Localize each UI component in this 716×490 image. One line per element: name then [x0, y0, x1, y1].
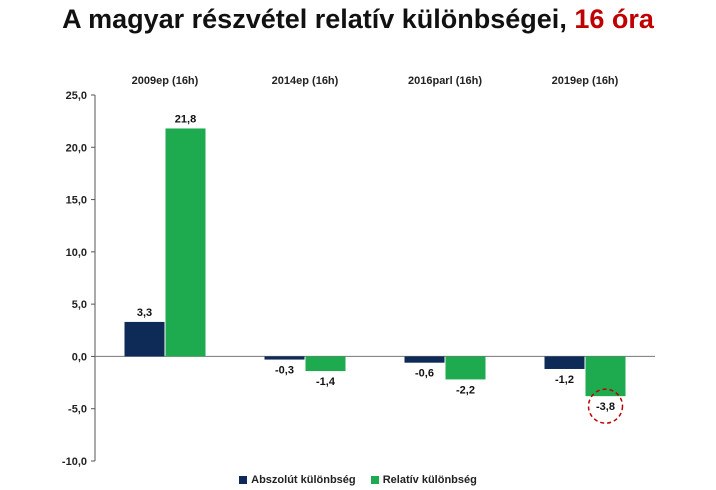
bar-relativ	[165, 128, 206, 357]
category-label: 2016parl (16h)	[408, 75, 482, 87]
bar-abszolut	[544, 356, 585, 369]
y-tick-label: 10,0	[66, 247, 87, 259]
category-label: 2009ep (16h)	[132, 75, 199, 87]
y-tick-label: 5,0	[72, 299, 87, 311]
data-label: -3,8	[596, 401, 615, 413]
chart-title: A magyar részvétel relatív különbségei, …	[0, 4, 716, 35]
y-tick-label: -5,0	[68, 404, 87, 416]
bar-abszolut	[404, 356, 445, 363]
chart-title-accent: 16 óra	[574, 4, 654, 34]
legend-label-relativ: Relatív különbség	[382, 474, 477, 486]
bar-relativ	[305, 356, 346, 372]
legend-item-relativ: Relatív különbség	[370, 474, 477, 486]
category-label: 2014ep (16h)	[272, 75, 339, 87]
legend-swatch-abszolut	[239, 476, 248, 484]
highlight-circle	[587, 388, 624, 424]
bar-relativ	[445, 356, 486, 380]
data-label: -0,6	[415, 368, 434, 380]
y-tick-label: -10,0	[62, 456, 87, 468]
legend-label-abszolut: Abszolút különbség	[251, 474, 356, 486]
y-tick-label: 0,0	[72, 351, 87, 363]
chart-legend: Abszolút különbség Relatív különbség	[0, 474, 716, 487]
bar-abszolut	[264, 356, 305, 360]
data-label: 21,8	[175, 113, 196, 125]
chart-title-main: A magyar részvétel relatív különbségei,	[62, 4, 567, 34]
data-label: -1,4	[316, 376, 336, 388]
bar-relativ	[585, 356, 626, 397]
data-label: -2,2	[456, 384, 475, 396]
legend-swatch-relativ	[370, 476, 379, 484]
category-label: 2019ep (16h)	[552, 75, 619, 87]
data-label: 3,3	[137, 307, 152, 319]
data-label: -0,3	[275, 365, 294, 377]
y-tick-label: 20,0	[66, 142, 87, 154]
legend-item-abszolut: Abszolút különbség	[239, 474, 356, 486]
data-label: -1,2	[555, 374, 574, 386]
bar-abszolut	[124, 321, 165, 357]
y-tick-label: 25,0	[66, 90, 87, 102]
y-tick-label: 15,0	[66, 195, 87, 207]
